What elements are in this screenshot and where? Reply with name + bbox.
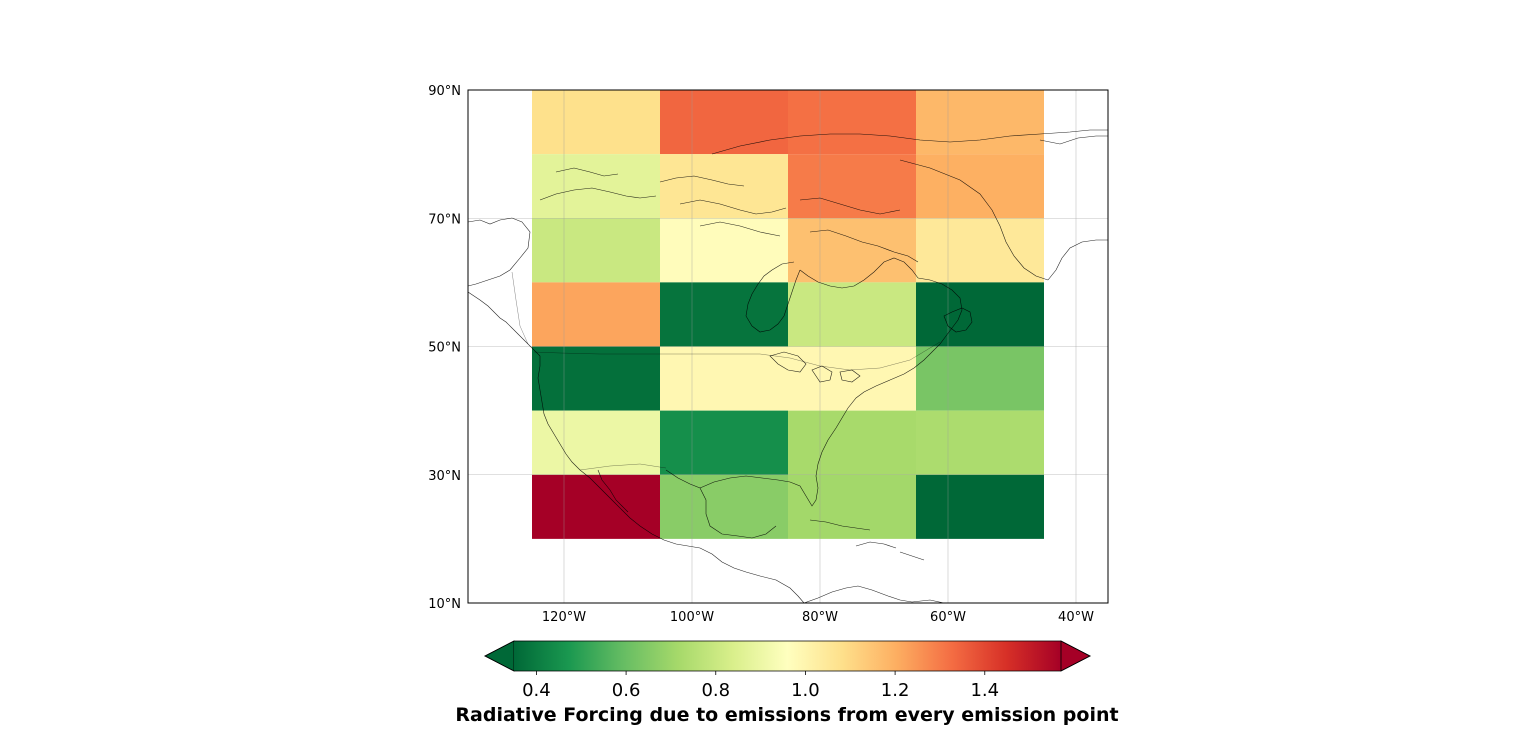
heatmap-cell <box>532 154 660 219</box>
longitude-tick-labels: 120°W 100°W 80°W 60°W 40°W <box>542 610 1094 625</box>
heatmap-cell <box>660 154 788 219</box>
heatmap-cell <box>916 154 1044 219</box>
colorbar-tick-label: 0.8 <box>701 680 730 701</box>
heatmap-cell <box>916 474 1044 539</box>
heatmap-cell <box>532 90 660 155</box>
heatmap-cell <box>788 282 916 347</box>
heatmap-cell <box>916 282 1044 347</box>
colorbar-ticks: 0.4 0.6 0.8 1.0 1.2 1.4 <box>522 671 999 701</box>
heatmap-cells <box>532 90 1044 539</box>
longitude-tick-label: 80°W <box>802 610 838 625</box>
heatmap-cell <box>660 90 788 155</box>
heatmap-cell <box>660 410 788 475</box>
heatmap-cell <box>660 346 788 411</box>
heatmap-cell <box>532 282 660 347</box>
colorbar-tick-label: 0.6 <box>612 680 641 701</box>
colorbar-tick-label: 0.4 <box>522 680 551 701</box>
heatmap-cell <box>532 346 660 411</box>
gridlines <box>468 90 1108 603</box>
latitude-tick-labels: 10°N 30°N 50°N 70°N 90°N <box>428 84 461 612</box>
heatmap-cell <box>916 346 1044 411</box>
latitude-tick-label: 10°N <box>428 597 461 612</box>
heatmap-cell <box>660 474 788 539</box>
heatmap-cell <box>660 218 788 283</box>
colorbar-label: Radiative Forcing due to emissions from … <box>455 704 1118 726</box>
colorbar-gradient <box>514 641 1061 671</box>
latitude-tick-label: 50°N <box>428 341 461 356</box>
heatmap-cell <box>788 410 916 475</box>
longitude-tick-label: 40°W <box>1058 610 1094 625</box>
heatmap-cell <box>532 474 660 539</box>
heatmap-cell <box>916 90 1044 155</box>
heatmap-cell <box>788 474 916 539</box>
latitude-tick-label: 30°N <box>428 469 461 484</box>
heatmap-cell <box>916 218 1044 283</box>
heatmap-cell <box>916 410 1044 475</box>
colorbar-tick-label: 1.4 <box>970 680 999 701</box>
heatmap-cell <box>788 90 916 155</box>
map-frame <box>467 89 1109 604</box>
colorbar-under-extension <box>484 640 515 672</box>
coastlines <box>468 129 1108 603</box>
latitude-tick-label: 70°N <box>428 212 461 227</box>
longitude-tick-label: 120°W <box>542 610 586 625</box>
heatmap-cell <box>660 282 788 347</box>
heatmap-cell <box>788 154 916 219</box>
heatmap-cell <box>788 218 916 283</box>
colorbar-over-extension <box>1060 640 1091 672</box>
heatmap-cell <box>532 410 660 475</box>
colorbar-tick-label: 1.2 <box>881 680 910 701</box>
colorbar-outline <box>484 640 1091 672</box>
colorbar-tick-label: 1.0 <box>791 680 820 701</box>
latitude-tick-label: 90°N <box>428 84 461 99</box>
heatmap-cell <box>532 218 660 283</box>
longitude-tick-label: 100°W <box>670 610 714 625</box>
heatmap-cell <box>788 346 916 411</box>
colorbar: 0.4 0.6 0.8 1.0 1.2 1.4 Radiative Forcing due… <box>455 640 1119 726</box>
country-borders <box>511 271 941 471</box>
longitude-tick-label: 60°W <box>930 610 966 625</box>
